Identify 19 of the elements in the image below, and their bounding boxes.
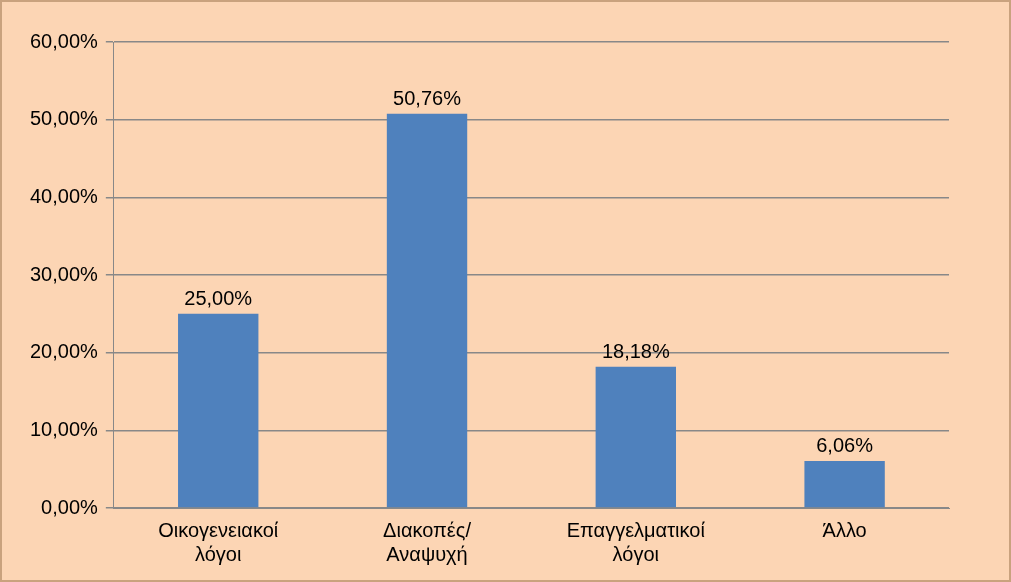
y-tick-label: 40,00%: [29, 184, 99, 207]
data-label: 6,06%: [816, 434, 874, 457]
bar: [804, 460, 885, 508]
data-label: 18,18%: [601, 340, 670, 363]
y-tick-label: 10,00%: [29, 417, 99, 440]
x-tick-label: Οικογενειακοί λόγοι: [158, 518, 279, 565]
bar: [386, 113, 468, 508]
data-label: 25,00%: [184, 287, 253, 310]
y-tick-label: 60,00%: [29, 29, 99, 52]
x-tick-label: Διακοπές/ Αναψυχή: [383, 518, 472, 565]
y-tick-label: 0,00%: [41, 495, 99, 518]
bar: [595, 366, 676, 508]
x-tick-label: Άλλο: [822, 518, 867, 541]
y-tick-label: 20,00%: [29, 340, 99, 363]
y-tick-label: 50,00%: [29, 107, 99, 130]
x-tick-label: Επαγγελματικοί λόγοι: [566, 518, 706, 565]
bar: [178, 313, 259, 508]
y-tick-label: 30,00%: [29, 262, 99, 285]
data-label: 50,76%: [393, 87, 462, 110]
